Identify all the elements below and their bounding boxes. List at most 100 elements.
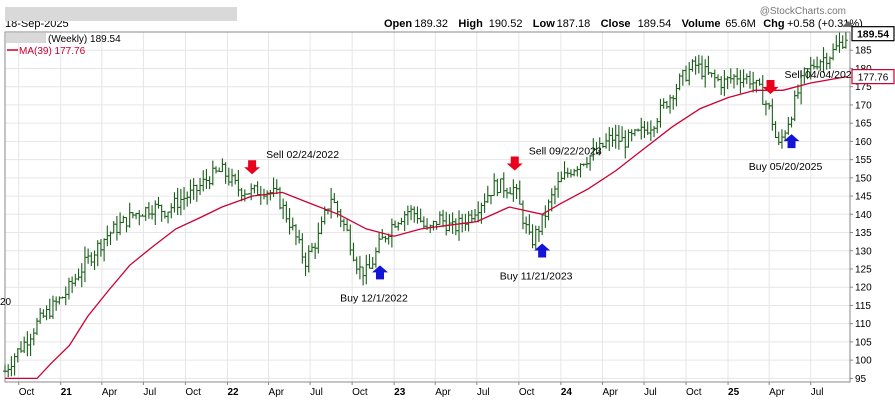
price-bar <box>233 173 238 185</box>
price-bar <box>779 129 784 149</box>
y-tick-label: 140 <box>855 210 872 221</box>
x-tick-label: Oct <box>19 387 35 398</box>
price-bar <box>578 163 583 178</box>
signals: Sell 02/24/2022 Buy 12/1/2022 Sell 09/22/2… <box>244 69 858 304</box>
price-bar <box>54 296 59 311</box>
price-bar <box>421 216 426 229</box>
price-bar <box>82 246 87 283</box>
price-bar <box>575 166 580 177</box>
ohlc-value-volume: 65.6M <box>725 18 756 30</box>
price-bar <box>415 206 420 224</box>
buy-arrow-icon <box>371 265 388 280</box>
ohlc-label-chg: Chg <box>763 18 784 30</box>
price-bar <box>188 179 193 204</box>
price-bar <box>824 52 829 70</box>
price-bar <box>763 100 768 116</box>
price-bar <box>469 209 474 224</box>
price-bar <box>354 256 359 275</box>
price-bar <box>124 217 129 233</box>
sell-arrow-icon <box>762 79 779 94</box>
y-tick-label: 170 <box>855 100 872 111</box>
y-tick-label: 160 <box>855 137 872 148</box>
ma-last-box <box>851 69 895 85</box>
x-tick-label: Oct <box>185 387 201 398</box>
legend: (Weekly) 189.54 MA(39) 177.76 <box>6 33 121 57</box>
price-bar <box>792 90 797 122</box>
price-bar <box>143 206 148 221</box>
ohlc-label-open: Open <box>384 18 412 30</box>
buy-signal-label: Buy 05/20/2025 <box>749 161 823 173</box>
price-bar <box>316 222 321 254</box>
price-bar <box>357 255 362 280</box>
price-bar <box>44 305 49 321</box>
price-bar <box>22 336 27 354</box>
price-bar <box>674 83 679 107</box>
price-bar <box>76 268 81 281</box>
price-bar <box>607 127 612 152</box>
collapse-arrow-icon[interactable] <box>842 21 854 27</box>
price-bar <box>194 184 199 202</box>
chart-grid <box>5 32 850 382</box>
price-bar <box>536 225 541 243</box>
price-bar <box>712 69 717 88</box>
price-bar <box>277 186 282 210</box>
left-edge-label: 20 <box>0 297 12 308</box>
price-bar <box>92 250 97 270</box>
buy-signal-label: Buy 11/21/2023 <box>500 270 573 282</box>
price-bar <box>776 131 781 146</box>
price-bar <box>364 254 369 285</box>
buy-signal-label: Buy 12/1/2022 <box>340 292 408 304</box>
price-bar <box>175 187 180 216</box>
price-bar <box>511 179 516 202</box>
price-bar <box>73 273 78 287</box>
price-bar <box>409 205 414 221</box>
price-bar <box>38 307 43 324</box>
price-bar <box>457 210 462 241</box>
ohlc-value-low: 187.18 <box>557 18 591 30</box>
legend-price: (Weekly) 189.54 <box>48 34 121 45</box>
price-bar <box>114 215 119 241</box>
price-bar <box>95 240 100 267</box>
buy-arrow-icon <box>534 243 551 258</box>
x-axis: Oct 21 Apr Jul Oct 22 Apr Jul Oct 23 Apr Jul Oct 24 Ap… <box>18 382 824 398</box>
price-bar <box>121 215 126 224</box>
price-bar <box>843 32 848 49</box>
price-bar <box>156 196 161 209</box>
price-bar <box>367 254 372 269</box>
ohlc-value-open: 189.32 <box>414 18 448 30</box>
price-bar <box>508 187 513 195</box>
ohlc-label-low: Low <box>533 18 555 30</box>
price-bar <box>786 117 791 135</box>
price-bar <box>747 70 752 89</box>
price-bar <box>50 295 55 319</box>
price-bar <box>169 203 174 219</box>
price-bar <box>236 169 241 197</box>
price-bar <box>629 129 634 142</box>
price-bar <box>661 98 666 109</box>
price-bar <box>738 69 743 94</box>
price-bar <box>834 34 839 51</box>
y-axis: 95 100 105 110 115 120 125 130 135 140 145 150 155 16… <box>850 46 872 385</box>
last-price-box <box>851 26 895 42</box>
price-bar <box>290 217 295 231</box>
y-tick-label: 145 <box>855 192 872 203</box>
price-bar <box>562 161 567 180</box>
ma-line <box>5 75 847 380</box>
price-bar <box>338 208 343 228</box>
price-bar <box>744 73 749 85</box>
price-bar <box>220 158 225 173</box>
price-bar <box>703 59 708 88</box>
price-bar <box>146 202 151 219</box>
y-tick-label: 125 <box>855 264 872 275</box>
price-bar <box>437 211 442 225</box>
ma-last-label: 177.76 <box>858 73 889 84</box>
price-bar <box>441 209 446 228</box>
price-bar <box>613 124 618 149</box>
price-bar <box>492 173 497 197</box>
x-tick-label: Jul <box>310 387 323 398</box>
buy-arrow-icon <box>783 134 800 149</box>
price-bar <box>249 183 254 201</box>
price-bar <box>284 201 289 223</box>
price-bar <box>719 76 724 96</box>
